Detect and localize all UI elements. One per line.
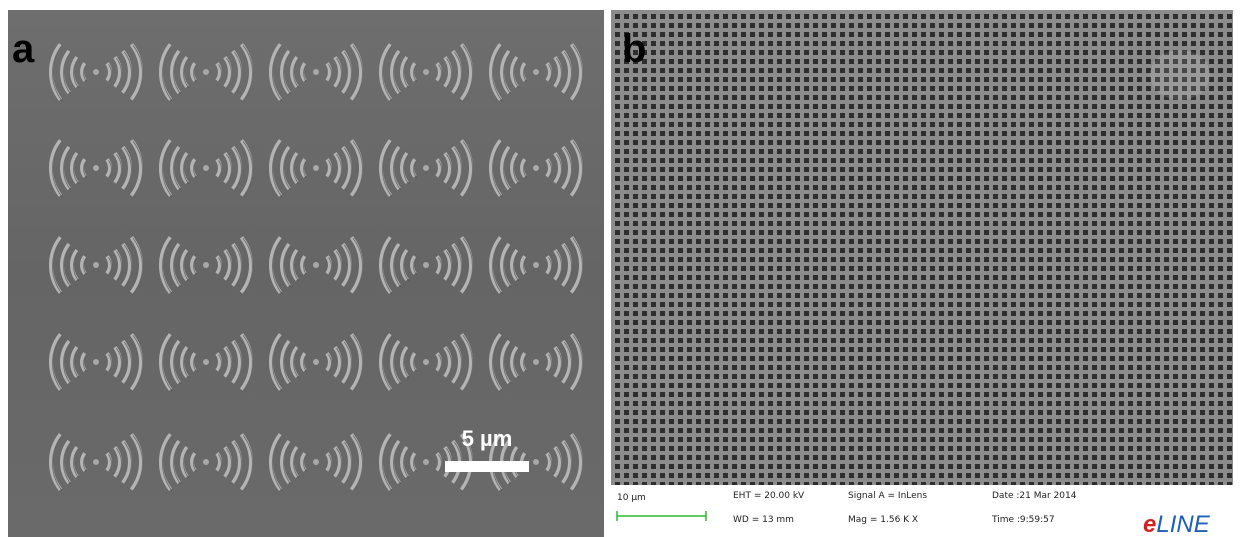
bowtie-center: [533, 69, 539, 75]
info-eht: EHT = 20.00 kV: [733, 491, 805, 501]
bowtie-center: [423, 262, 429, 268]
bowtie-center: [533, 262, 539, 268]
bowtie-center: [93, 69, 99, 75]
bowtie-center: [423, 459, 429, 465]
info-scale: 10 µm: [617, 493, 646, 503]
bowtie-center: [313, 359, 319, 365]
bowtie-center: [93, 262, 99, 268]
logo-e: e: [1143, 511, 1156, 537]
bowtie-center: [93, 165, 99, 171]
bowtie-center: [313, 459, 319, 465]
bowtie-center: [313, 262, 319, 268]
logo-line: LINE: [1156, 511, 1210, 537]
bowtie-center: [93, 359, 99, 365]
panel-b-image: [611, 10, 1233, 485]
bowtie-center: [533, 359, 539, 365]
panel-label: b: [622, 27, 646, 71]
figure: a 5 µm b 10 µm EHT = 20.00 kV WD = 13 mm…: [0, 0, 1241, 537]
bowtie-center: [203, 359, 209, 365]
info-date: Date :21 Mar 2014: [992, 491, 1077, 501]
bowtie-center: [533, 459, 539, 465]
bowtie-center: [423, 359, 429, 365]
scale-bar-label: 5 µm: [462, 426, 513, 451]
info-mag: Mag = 1.56 K X: [848, 515, 918, 525]
logo: eLINE: [1143, 511, 1211, 537]
info-wd: WD = 13 mm: [733, 515, 794, 525]
bowtie-center: [93, 459, 99, 465]
bowtie-center: [203, 165, 209, 171]
bowtie-center: [203, 262, 209, 268]
bowtie-center: [533, 165, 539, 171]
bowtie-center: [313, 69, 319, 75]
info-time: Time :9:59:57: [991, 515, 1055, 525]
info-signal: Signal A = InLens: [848, 491, 927, 501]
scale-bar: [445, 461, 529, 472]
bowtie-center: [423, 165, 429, 171]
bowtie-center: [313, 165, 319, 171]
bowtie-center: [203, 459, 209, 465]
bright-spot: [1150, 50, 1210, 100]
bowtie-center: [203, 69, 209, 75]
panel-label: a: [12, 27, 35, 71]
bowtie-center: [423, 69, 429, 75]
